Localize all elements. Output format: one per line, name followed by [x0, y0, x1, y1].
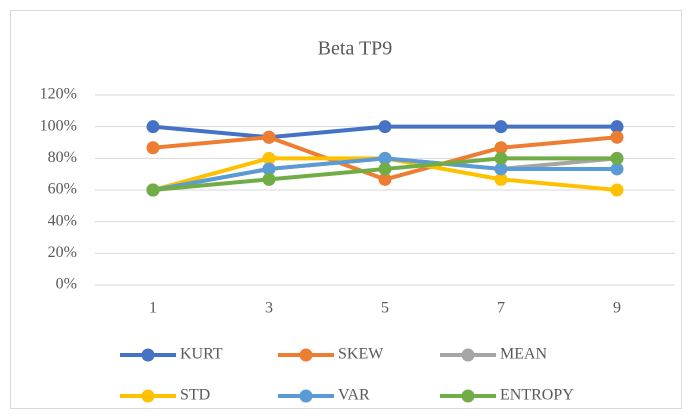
point: [610, 130, 624, 144]
x-tick-label: 7: [497, 300, 505, 317]
point: [262, 130, 276, 144]
x-tick-label: 5: [381, 300, 389, 317]
y-tick-label: 100%: [40, 117, 77, 134]
chart-title: Beta TP9: [318, 38, 393, 60]
x-tick-label: 1: [149, 300, 157, 317]
legend-label: SKEW: [338, 346, 384, 363]
point: [610, 151, 624, 165]
point: [378, 162, 392, 176]
point: [262, 151, 276, 165]
legend-marker: [461, 389, 475, 403]
y-tick-label: 80%: [48, 149, 77, 166]
x-tick-label: 3: [265, 300, 273, 317]
y-tick-label: 60%: [48, 181, 77, 198]
point: [262, 172, 276, 186]
point: [610, 120, 624, 134]
chart-border: [10, 10, 682, 409]
legend-label: ENTROPY: [500, 387, 574, 404]
point: [610, 162, 624, 176]
legend-marker: [461, 348, 475, 362]
point: [146, 183, 160, 197]
legend-marker: [299, 348, 313, 362]
legend-label: KURT: [180, 346, 223, 363]
point: [494, 172, 508, 186]
point: [146, 120, 160, 134]
point: [146, 141, 160, 155]
point: [494, 141, 508, 155]
point: [262, 162, 276, 176]
y-tick-label: 120%: [40, 86, 77, 103]
legend-marker: [299, 389, 313, 403]
legend-marker: [141, 348, 155, 362]
point: [378, 151, 392, 165]
legend-label: STD: [180, 387, 210, 404]
point: [378, 172, 392, 186]
y-tick-label: 0%: [56, 276, 77, 293]
point: [494, 120, 508, 134]
x-tick-label: 9: [613, 300, 621, 317]
legend-marker: [141, 389, 155, 403]
point: [610, 183, 624, 197]
point: [494, 162, 508, 176]
point: [378, 120, 392, 134]
y-tick-label: 40%: [48, 212, 77, 229]
point: [494, 151, 508, 165]
legend-label: MEAN: [500, 346, 548, 363]
y-tick-label: 20%: [48, 244, 77, 261]
legend-label: VAR: [338, 387, 370, 404]
